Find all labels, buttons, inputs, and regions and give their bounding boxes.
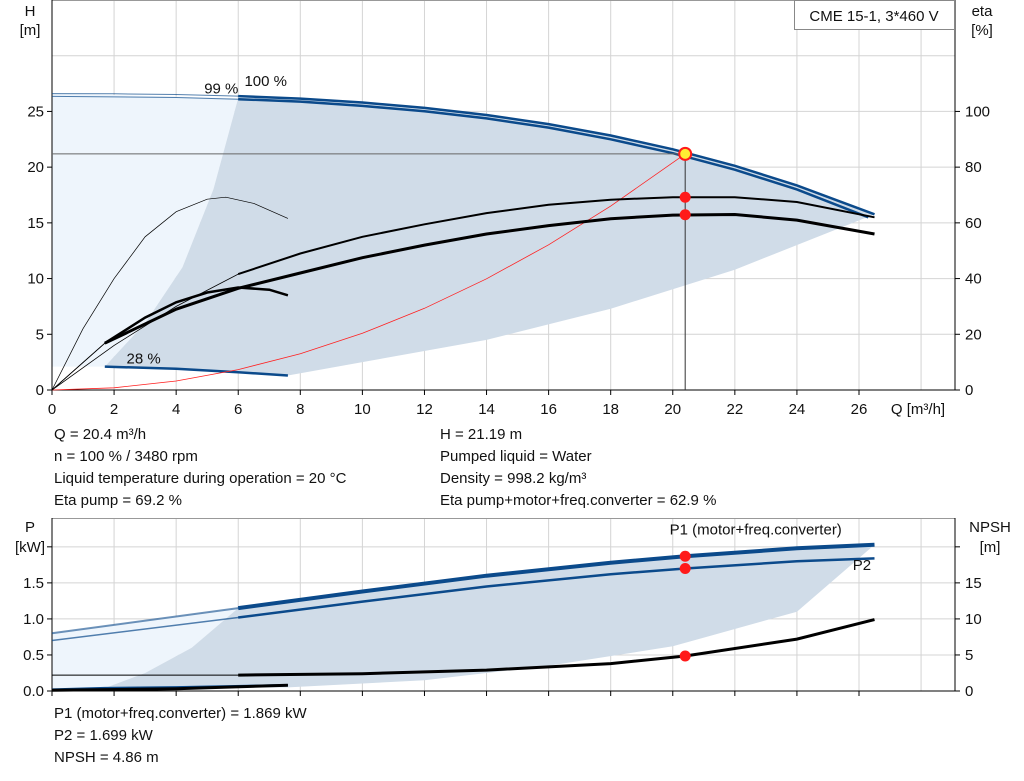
duty-point-eta-pump	[679, 191, 691, 203]
y-tick-label-right: 20	[965, 326, 982, 343]
series-npsh	[238, 618, 875, 677]
y-tick-label-right: 100	[965, 103, 990, 120]
duty-point	[678, 146, 693, 161]
operating-range-light	[52, 93, 239, 367]
y-tick-label-right: 10	[965, 611, 982, 628]
info-p1: P1 (motor+freq.converter) = 1.869 kW	[54, 705, 307, 722]
y-tick-label-left: 10	[27, 271, 44, 288]
series-p2	[238, 557, 875, 619]
y-axis-label-right-unit: [%]	[971, 22, 993, 39]
series-npsh	[51, 683, 288, 692]
y-tick-label-left: 0.0	[23, 683, 44, 700]
y-tick-label-left: 0.5	[23, 647, 44, 664]
eta-curve	[237, 196, 875, 276]
series-99-	[238, 97, 869, 219]
series-100-	[238, 94, 875, 216]
y-tick-label-left: 1.5	[23, 575, 44, 592]
curve-label: 28 %	[126, 350, 160, 367]
duty-point-eta-total	[679, 209, 691, 221]
x-tick-label: 22	[727, 401, 744, 418]
y-axis-label-right: eta	[972, 3, 994, 20]
info-right: H = 21.19 m Pumped liquid = Water Densit…	[440, 424, 716, 512]
y-tick-label-right: 15	[965, 575, 982, 592]
duty-point-npsh	[679, 650, 691, 662]
y-tick-label-right: 40	[965, 271, 982, 288]
system-curve	[51, 153, 686, 391]
info-speed: n = 100 % / 3480 rpm	[54, 448, 198, 465]
eta-curve-low-speed	[51, 196, 289, 391]
x-tick-label: 6	[234, 401, 242, 418]
info-p2: P2 = 1.699 kW	[54, 727, 153, 744]
x-tick-label: 18	[602, 401, 619, 418]
curve-label: 100 %	[244, 73, 287, 90]
y-tick-label-right: 0	[965, 382, 973, 399]
y-axis-label-left-unit: [m]	[20, 22, 41, 39]
x-tick-label: 20	[664, 401, 681, 418]
x-tick-label: 10	[354, 401, 371, 418]
info-liquid: Pumped liquid = Water	[440, 448, 592, 465]
info-left: Q = 20.4 m³/h n = 100 % / 3480 rpm Liqui…	[54, 424, 346, 512]
operating-range-light	[52, 608, 239, 690]
curve-label: 99 %	[204, 81, 238, 98]
duty-point-p2	[679, 563, 691, 575]
x-tick-label: 0	[48, 401, 56, 418]
y-tick-label-left: 5	[36, 326, 44, 343]
operating-range	[104, 544, 875, 689]
info-head: H = 21.19 m	[440, 426, 523, 443]
y-axis-label-right: NPSH	[969, 519, 1011, 536]
y-tick-label-left: 15	[27, 215, 44, 232]
info-flow: Q = 20.4 m³/h	[54, 426, 147, 443]
x-tick-label: 12	[416, 401, 433, 418]
x-axis-label: Q [m³/h]	[891, 401, 945, 418]
y-tick-label-left: 0	[36, 382, 44, 399]
curve-label: P1 (motor+freq.converter)	[670, 522, 842, 539]
x-tick-label: 16	[540, 401, 557, 418]
legend-box	[794, 0, 955, 30]
x-tick-label: 4	[172, 401, 180, 418]
info-density: Density = 998.2 kg/m³	[440, 470, 587, 487]
info-temperature: Liquid temperature during operation = 20…	[54, 470, 347, 487]
y-tick-label-left: 25	[27, 103, 44, 120]
eta-curve-low-speed	[104, 286, 289, 345]
legend-box-text: CME 15-1, 3*460 V	[809, 8, 938, 25]
operating-range	[104, 98, 875, 376]
info-eta-pump: Eta pump = 69.2 %	[54, 492, 182, 509]
y-axis-label-left-unit: [kW]	[15, 539, 45, 556]
series-p1-motor-freq-converter-	[237, 542, 875, 611]
series-28-	[104, 365, 288, 377]
y-axis-label-left: P	[25, 519, 35, 536]
x-tick-label: 14	[478, 401, 495, 418]
curve-label: P2	[853, 557, 871, 574]
x-tick-label: 8	[296, 401, 304, 418]
y-tick-label-left: 20	[27, 159, 44, 176]
y-tick-label-right: 0	[965, 683, 973, 700]
duty-point-p1	[679, 550, 691, 562]
x-tick-label: 24	[789, 401, 806, 418]
y-tick-label-right: 80	[965, 159, 982, 176]
y-tick-label-right: 60	[965, 215, 982, 232]
info-eta-total: Eta pump+motor+freq.converter = 62.9 %	[440, 492, 717, 509]
y-axis-label-left: H	[25, 3, 36, 20]
info-bottom: P1 (motor+freq.converter) = 1.869 kW P2 …	[54, 703, 307, 769]
info-npsh: NPSH = 4.86 m	[54, 749, 159, 766]
y-axis-label-right-unit: [m]	[980, 539, 1001, 556]
x-tick-label: 2	[110, 401, 118, 418]
y-tick-label-left: 1.0	[23, 611, 44, 628]
x-tick-label: 26	[851, 401, 868, 418]
y-tick-label-right: 5	[965, 647, 973, 664]
